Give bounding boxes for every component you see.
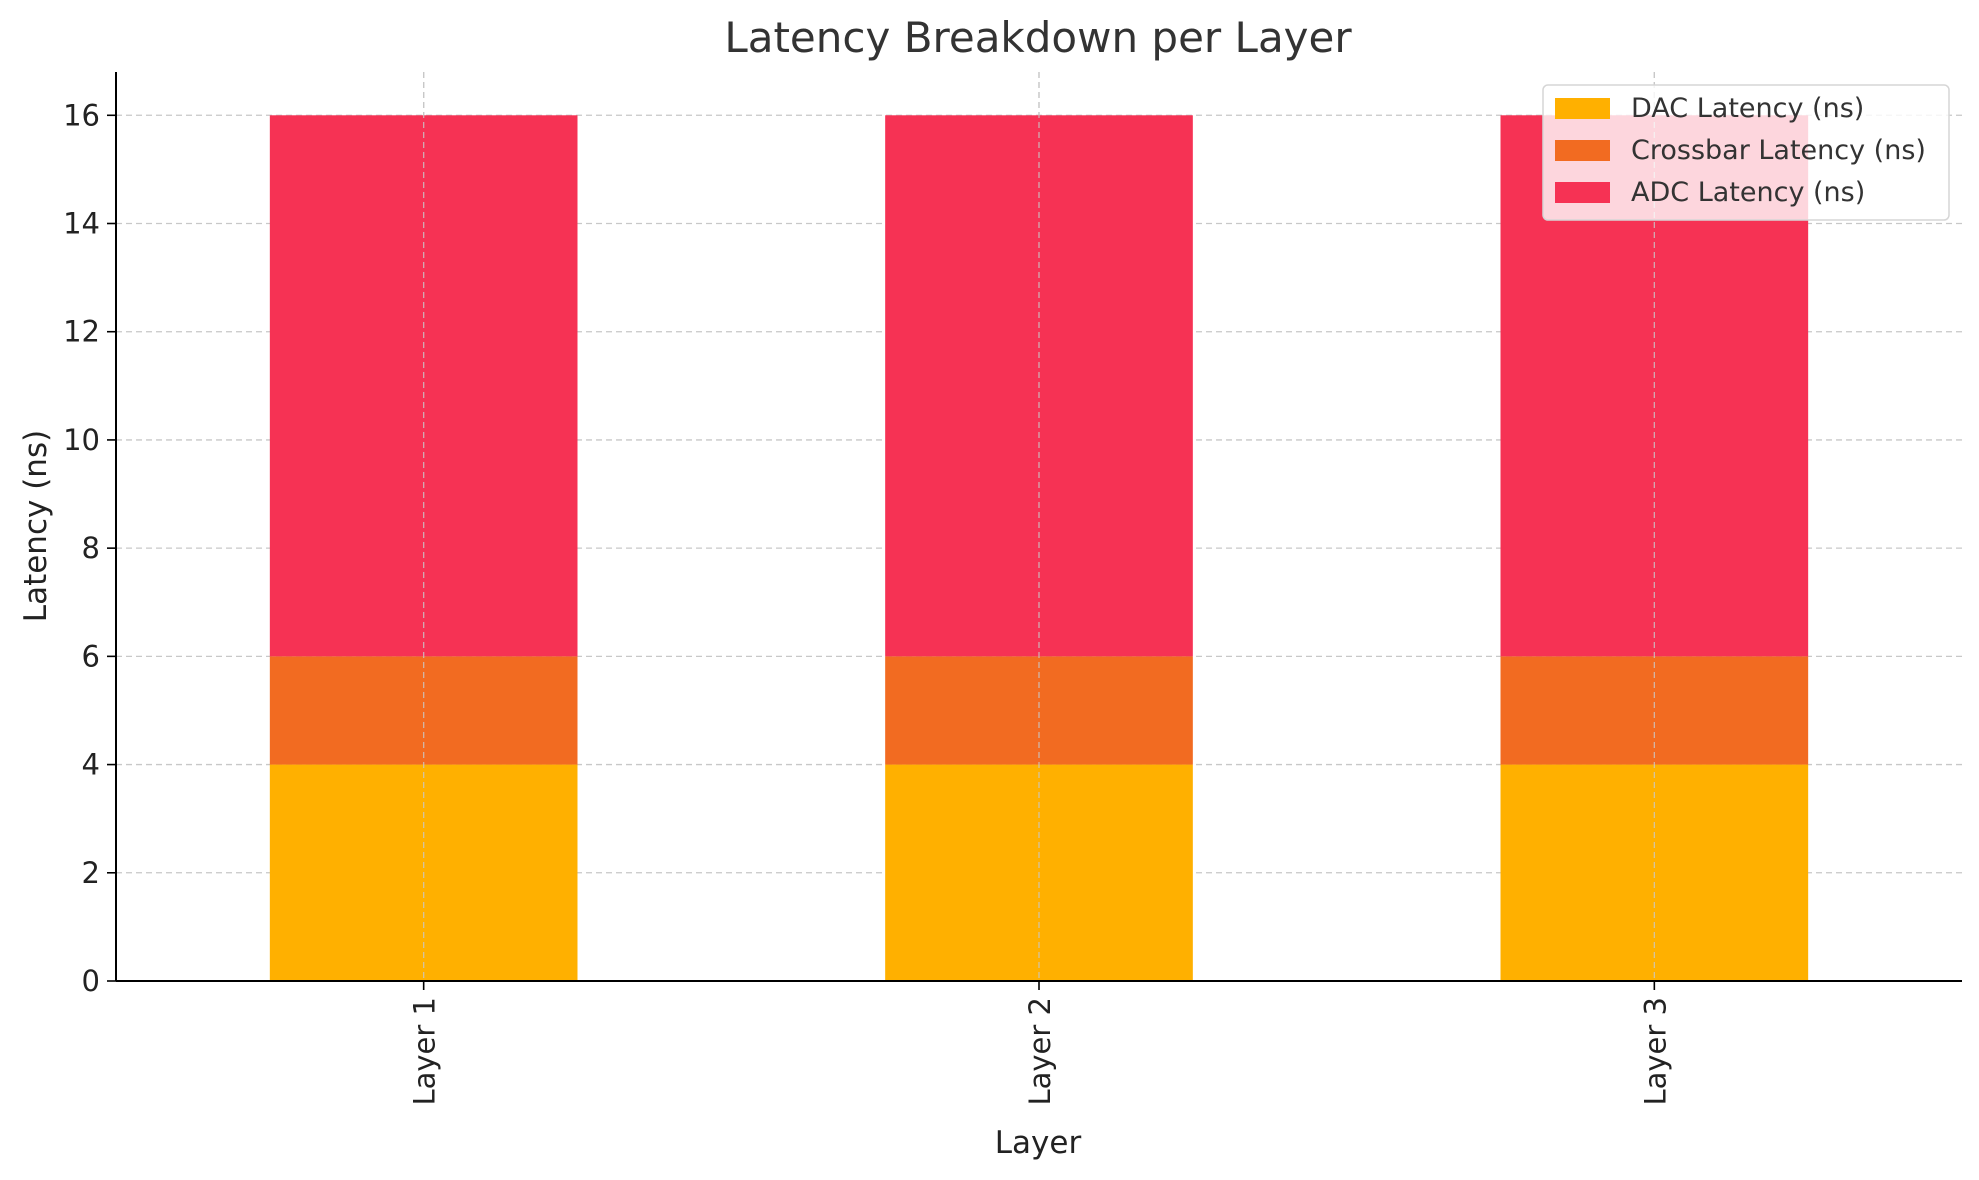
y-tick-label: 14 (63, 207, 100, 241)
bars (269, 72, 1809, 981)
x-tick-label: Layer 3 (1638, 997, 1672, 1106)
legend-swatch (1555, 140, 1610, 161)
legend-label: Crossbar Latency (ns) (1631, 135, 1926, 166)
legend-label: ADC Latency (ns) (1631, 177, 1865, 208)
y-tick-label: 4 (82, 748, 100, 782)
x-axis-label: Layer (995, 1125, 1082, 1161)
y-tick-label: 6 (82, 639, 100, 673)
legend: DAC Latency (ns) Crossbar Latency (ns) ADC… (1542, 84, 1950, 221)
x-tick-label: Layer 2 (1023, 997, 1057, 1106)
y-tick-label: 16 (63, 98, 100, 132)
y-tick-label: 2 (82, 856, 100, 890)
chart-title: Latency Breakdown per Layer (724, 13, 1352, 62)
y-tick-label: 12 (63, 315, 100, 349)
y-tick-label: 0 (82, 964, 100, 998)
legend-box (1542, 84, 1950, 221)
y-tick-label: 8 (82, 531, 100, 565)
legend-swatch (1555, 98, 1610, 119)
ticks: 0 2 4 6 8 10 12 14 16 Layer 1 Layer 2 Layer 3 (63, 98, 1672, 1105)
legend-swatch (1555, 182, 1610, 203)
legend-label: DAC Latency (ns) (1631, 93, 1864, 124)
x-tick-label: Layer 1 (408, 997, 442, 1106)
y-tick-label: 10 (63, 423, 100, 457)
y-axis-label: Latency (ns) (18, 430, 54, 622)
